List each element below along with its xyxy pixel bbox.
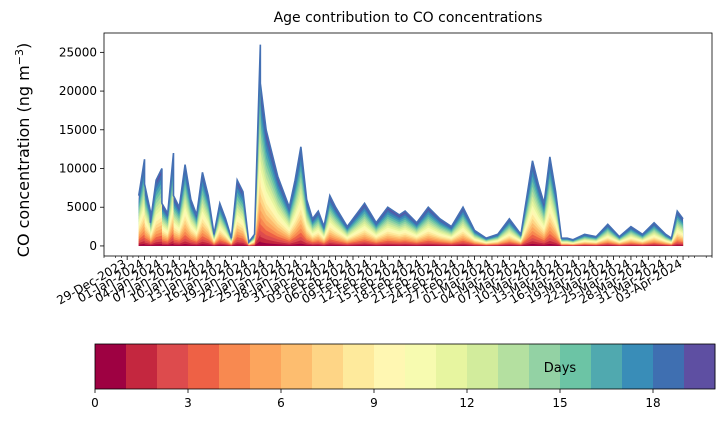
colorbar-tick-label: 18 xyxy=(645,396,660,410)
colorbar-segment xyxy=(684,344,716,389)
colorbar-segment xyxy=(653,344,685,389)
colorbar-segment xyxy=(622,344,654,389)
colorbar-tick-label: 9 xyxy=(370,396,378,410)
colorbar-segment xyxy=(498,344,530,389)
colorbar-segment xyxy=(436,344,468,389)
colorbar-segment xyxy=(591,344,623,389)
colorbar-segment xyxy=(95,344,127,389)
colorbar-segment xyxy=(188,344,220,389)
y-axis: 0 5000 10000 15000 20000 25000 xyxy=(59,45,104,253)
y-tick-label: 15000 xyxy=(59,123,97,137)
y-axis-label-text: CO concentration (ng m xyxy=(14,65,33,257)
colorbar-segment xyxy=(281,344,313,389)
colorbar-label: Days xyxy=(544,361,577,376)
age-layer-day-0 xyxy=(138,241,684,246)
y-axis-label-close: ) xyxy=(14,43,33,49)
colorbar-segment xyxy=(250,344,282,389)
colorbar-tick-label: 15 xyxy=(552,396,567,410)
stacked-area-layers xyxy=(138,44,684,246)
colorbar-segment xyxy=(560,344,592,389)
colorbar-tick-label: 3 xyxy=(184,396,192,410)
y-tick-label: 20000 xyxy=(59,84,97,98)
age-layer-day-2 xyxy=(138,227,684,246)
colorbar-segment xyxy=(157,344,189,389)
colorbar-segment xyxy=(374,344,406,389)
age-layer-day-1 xyxy=(138,234,684,246)
colorbar-segment xyxy=(467,344,499,389)
colorbar: 0 3 6 9 12 15 18 xyxy=(91,343,716,410)
colorbar-frame xyxy=(94,343,716,390)
y-tick-label: 10000 xyxy=(59,162,97,176)
colorbar-segment xyxy=(219,344,251,389)
y-tick-label: 0 xyxy=(89,239,97,253)
plot-frame xyxy=(103,32,713,257)
x-axis: 29-Dec-202301-Jan-202404-Jan-202407-Jan-… xyxy=(54,256,713,307)
chart-title: Age contribution to CO concentrations xyxy=(274,10,543,26)
colorbar-segment xyxy=(312,344,344,389)
colorbar-segment xyxy=(126,344,158,389)
colorbar-segment xyxy=(529,344,561,389)
y-axis-label: CO concentration (ng m−3) xyxy=(13,43,33,257)
colorbar-tick-label: 0 xyxy=(91,396,99,410)
colorbar-tick-label: 12 xyxy=(459,396,474,410)
y-tick-label: 25000 xyxy=(59,45,97,59)
colorbar-segment xyxy=(405,344,437,389)
total-concentration-line xyxy=(137,44,684,245)
colorbar-segment xyxy=(343,344,375,389)
y-tick-label: 5000 xyxy=(66,200,97,214)
y-axis-label-sup: −3 xyxy=(13,49,26,65)
colorbar-tick-label: 6 xyxy=(277,396,285,410)
